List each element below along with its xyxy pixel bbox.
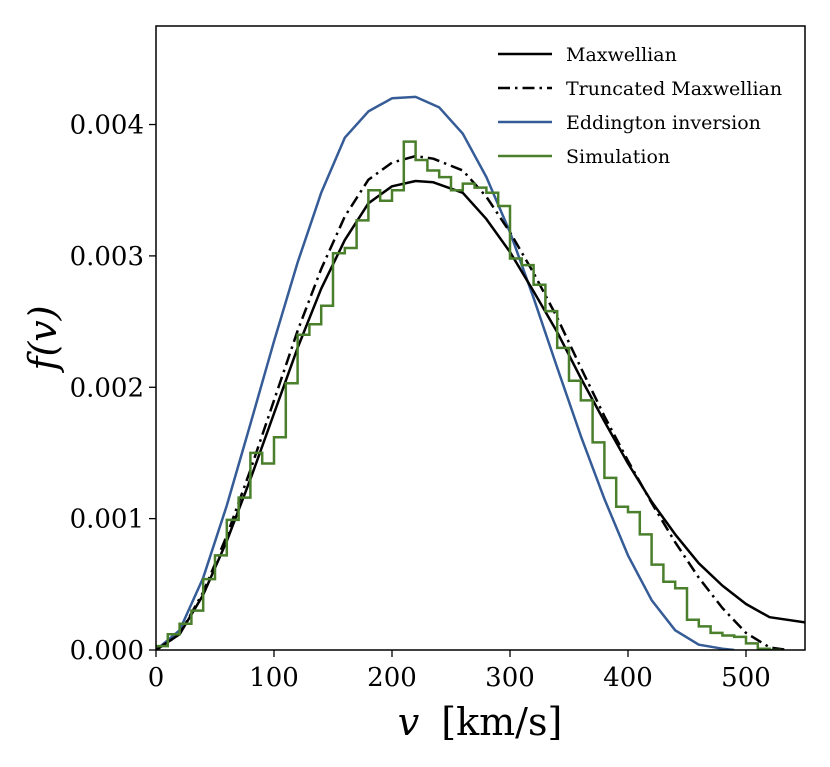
series-simulation	[156, 140, 782, 650]
y-axis: 0.000 0.001 0.002 0.003 0.004	[70, 111, 156, 666]
x-tick-label-100: 100	[249, 663, 299, 693]
y-tick-label-3: 0.003	[70, 242, 144, 272]
y-axis-title: f(v)	[21, 305, 65, 373]
y-tick-label-4: 0.004	[70, 111, 144, 141]
x-axis-unit: [km/s]	[441, 700, 562, 744]
y-tick-label-2: 0.002	[70, 373, 144, 403]
x-tick-label-500: 500	[721, 663, 771, 693]
y-tick-label-1: 0.001	[70, 505, 144, 535]
x-axis-title: v [km/s]	[398, 700, 563, 744]
legend-label-maxwellian: Maxwellian	[566, 44, 677, 66]
plot-frame	[155, 25, 806, 651]
x-axis-variable: v	[398, 700, 420, 744]
series-maxwellian	[156, 179, 805, 650]
x-tick-label-200: 200	[367, 663, 417, 693]
x-tick-label-400: 400	[603, 663, 653, 693]
legend-label-eddington-inversion: Eddington inversion	[566, 112, 761, 134]
legend: Maxwellian Truncated Maxwellian Eddington …	[498, 44, 782, 168]
legend-label-truncated-maxwellian: Truncated Maxwellian	[566, 78, 782, 100]
svg-text:v [km/s]: v [km/s]	[398, 700, 563, 744]
series-truncated-maxwellian	[156, 154, 788, 650]
y-tick-label-0: 0.000	[70, 636, 144, 666]
x-tick-label-300: 300	[485, 663, 535, 693]
x-tick-label-0: 0	[148, 663, 165, 693]
x-axis: 0 100 200 300 400 500	[148, 650, 771, 693]
series-eddington-inversion	[156, 95, 735, 650]
legend-label-simulation: Simulation	[566, 146, 670, 168]
series-layer	[156, 95, 805, 650]
